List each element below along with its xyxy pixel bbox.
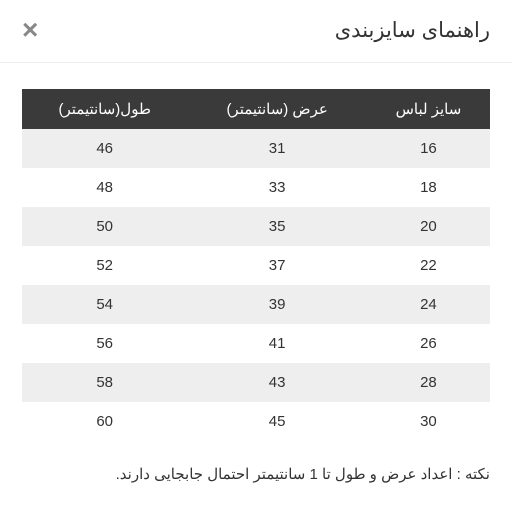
cell-size: 16 xyxy=(367,129,490,168)
cell-width: 37 xyxy=(187,246,367,285)
modal-header: راهنمای سایزبندی × xyxy=(0,0,512,63)
col-width: عرض (سانتیمتر) xyxy=(187,89,367,129)
table-row: 30 45 60 xyxy=(22,402,490,441)
cell-length: 56 xyxy=(22,324,187,363)
cell-size: 28 xyxy=(367,363,490,402)
cell-length: 46 xyxy=(22,129,187,168)
cell-size: 18 xyxy=(367,168,490,207)
table-row: 26 41 56 xyxy=(22,324,490,363)
cell-width: 41 xyxy=(187,324,367,363)
cell-length: 54 xyxy=(22,285,187,324)
cell-width: 35 xyxy=(187,207,367,246)
cell-length: 50 xyxy=(22,207,187,246)
table-row: 24 39 54 xyxy=(22,285,490,324)
cell-length: 60 xyxy=(22,402,187,441)
table-header-row: سایز لباس عرض (سانتیمتر) طول(سانتیمتر) xyxy=(22,89,490,129)
cell-size: 30 xyxy=(367,402,490,441)
close-icon[interactable]: × xyxy=(22,16,38,44)
cell-size: 26 xyxy=(367,324,490,363)
size-table: سایز لباس عرض (سانتیمتر) طول(سانتیمتر) 1… xyxy=(22,89,490,441)
table-row: 22 37 52 xyxy=(22,246,490,285)
table-row: 28 43 58 xyxy=(22,363,490,402)
cell-size: 20 xyxy=(367,207,490,246)
size-guide-modal: راهنمای سایزبندی × سایز لباس عرض (سانتیم… xyxy=(0,0,512,512)
cell-size: 22 xyxy=(367,246,490,285)
table-row: 18 33 48 xyxy=(22,168,490,207)
modal-title: راهنمای سایزبندی xyxy=(335,18,490,43)
modal-content: سایز لباس عرض (سانتیمتر) طول(سانتیمتر) 1… xyxy=(0,63,512,451)
cell-length: 48 xyxy=(22,168,187,207)
cell-length: 52 xyxy=(22,246,187,285)
col-length: طول(سانتیمتر) xyxy=(22,89,187,129)
cell-width: 45 xyxy=(187,402,367,441)
table-row: 20 35 50 xyxy=(22,207,490,246)
cell-width: 43 xyxy=(187,363,367,402)
col-size: سایز لباس xyxy=(367,89,490,129)
cell-width: 33 xyxy=(187,168,367,207)
cell-size: 24 xyxy=(367,285,490,324)
table-body: 16 31 46 18 33 48 20 35 50 22 37 52 xyxy=(22,129,490,441)
cell-width: 31 xyxy=(187,129,367,168)
table-row: 16 31 46 xyxy=(22,129,490,168)
cell-length: 58 xyxy=(22,363,187,402)
cell-width: 39 xyxy=(187,285,367,324)
size-note: نکته : اعداد عرض و طول تا 1 سانتیمتر احت… xyxy=(0,451,512,483)
